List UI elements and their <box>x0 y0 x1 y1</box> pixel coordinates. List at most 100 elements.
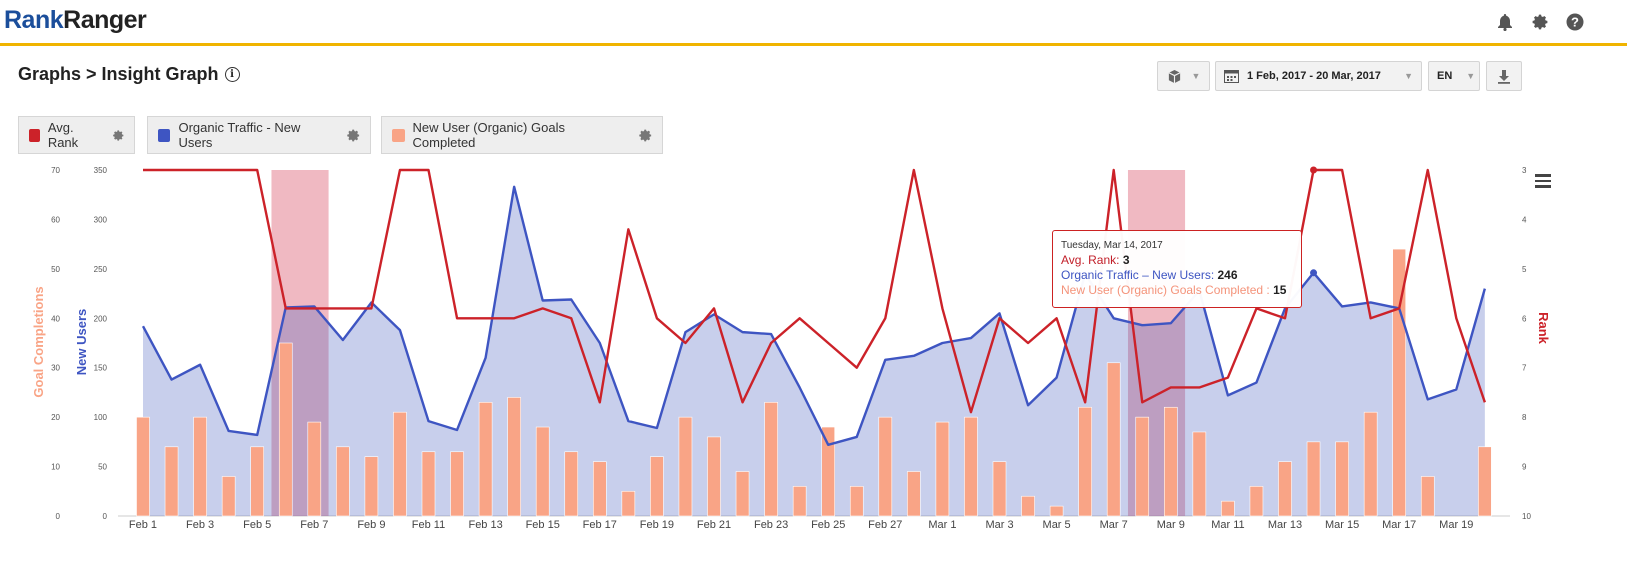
series-line-avg-rank <box>143 168 1486 414</box>
x-tick-label: Feb 25 <box>811 519 845 531</box>
y-tick-rank: 6 <box>1522 314 1527 323</box>
gear-icon[interactable] <box>112 128 124 143</box>
y-tick-users: 50 <box>98 463 107 472</box>
x-tick-label: Mar 1 <box>928 519 956 531</box>
y-tick-rank: 7 <box>1522 364 1527 373</box>
y-tick-users: 100 <box>94 413 108 422</box>
x-tick-label: Mar 11 <box>1211 519 1244 531</box>
logo-rank: Rank <box>4 6 64 34</box>
bar-goals-completed <box>393 411 407 517</box>
y-tick-goals: 70 <box>51 166 60 175</box>
breadcrumb: Graphs > Insight Graph i <box>18 64 240 85</box>
y-axis-title-users: New Users <box>74 309 89 375</box>
bar-goals-completed <box>1221 500 1235 517</box>
x-tick-label: Feb 19 <box>640 519 674 531</box>
y-tick-goals: 10 <box>51 463 60 472</box>
bar-goals-completed <box>1278 461 1292 517</box>
bar-goals-completed <box>764 402 778 517</box>
bar-goals-completed <box>1078 406 1092 517</box>
x-tick-label: Mar 13 <box>1268 519 1302 531</box>
legend-item-avg-rank[interactable]: Avg. Rank <box>18 116 135 154</box>
bar-goals-completed <box>1021 495 1035 517</box>
bar-goals-completed <box>221 476 236 517</box>
bar-goals-completed <box>1335 441 1349 517</box>
bar-goals-completed <box>421 451 436 517</box>
language-selector[interactable]: EN ▼ <box>1428 61 1480 91</box>
y-tick-rank: 4 <box>1522 215 1527 224</box>
y-tick-users: 200 <box>94 314 108 323</box>
legend-item-goals-completed[interactable]: New User (Organic) Goals Completed <box>381 116 663 154</box>
bar-goals-completed <box>792 486 807 517</box>
x-tick-label: Feb 7 <box>300 519 328 531</box>
calendar-icon <box>1224 70 1239 83</box>
chart-menu-icon[interactable] <box>1535 174 1551 188</box>
bar-goals-completed <box>564 451 579 517</box>
y-tick-goals: 30 <box>51 364 60 373</box>
x-tick-label: Mar 7 <box>1100 519 1128 531</box>
logo[interactable]: RankRanger <box>4 6 147 35</box>
tooltip-date: Tuesday, Mar 14, 2017 <box>1061 240 1163 251</box>
bar-goals-completed <box>478 402 493 517</box>
tooltip-rank: Avg. Rank: 3 <box>1061 253 1130 267</box>
gear-icon[interactable] <box>1530 12 1550 32</box>
bar-goals-completed <box>621 490 636 517</box>
y-tick-goals: 0 <box>56 512 61 521</box>
bar-goals-completed <box>364 456 379 517</box>
bar-goals-completed <box>450 451 464 517</box>
bell-icon[interactable] <box>1495 12 1515 32</box>
tooltip-users: Organic Traffic – New Users: 246 <box>1061 268 1238 282</box>
point-avg-rank <box>1310 166 1318 174</box>
bar-goals-completed <box>1363 411 1378 517</box>
bar-goals-completed <box>193 416 207 517</box>
x-tick-label: Feb 27 <box>868 519 902 531</box>
y-tick-goals: 60 <box>51 215 60 224</box>
y-tick-users: 350 <box>94 166 108 175</box>
help-icon[interactable]: ? <box>1565 12 1585 32</box>
y-tick-rank: 9 <box>1522 463 1527 472</box>
bar-goals-completed <box>1478 446 1492 517</box>
y-tick-users: 150 <box>94 364 108 373</box>
y-axis-title-rank: Rank <box>1536 312 1551 345</box>
x-tick-label: Mar 17 <box>1382 519 1416 531</box>
gear-icon[interactable] <box>638 128 652 143</box>
insight-chart[interactable]: 0 10 20 30 40 50 60 70 0 50 100 150 200 250 300 350 3 4 5 6… <box>0 160 1627 572</box>
date-range-picker[interactable]: 1 Feb, 2017 - 20 Mar, 2017 ▼ <box>1215 61 1422 91</box>
gear-icon[interactable] <box>346 128 360 143</box>
legend-swatch <box>158 128 171 142</box>
y-tick-goals: 40 <box>51 314 60 323</box>
tooltip-goals: New User (Organic) Goals Completed : 15 <box>1061 283 1287 297</box>
svg-text:?: ? <box>1571 15 1579 30</box>
download-button[interactable] <box>1486 61 1522 91</box>
point-new-users <box>1310 269 1318 277</box>
page-title: Graphs > Insight Graph <box>18 64 219 84</box>
bar-goals-completed <box>707 436 721 517</box>
x-tick-label: Mar 9 <box>1157 519 1185 531</box>
y-tick-rank: 5 <box>1522 265 1527 274</box>
bar-goals-completed <box>1106 362 1121 517</box>
x-tick-label: Mar 15 <box>1325 519 1359 531</box>
legend-item-new-users[interactable]: Organic Traffic - New Users <box>147 116 371 154</box>
y-tick-rank: 8 <box>1522 413 1527 422</box>
bar-goals-completed <box>1306 441 1321 517</box>
y-tick-users: 300 <box>94 215 108 224</box>
chart-tooltip: Tuesday, Mar 14, 2017 Avg. Rank: 3 Organ… <box>1052 230 1302 308</box>
bar-goals-completed <box>964 416 978 517</box>
x-tick-label: Feb 11 <box>412 519 445 531</box>
info-icon[interactable]: i <box>224 67 240 82</box>
chevron-down-icon: ▼ <box>1466 71 1476 81</box>
bar-goals-completed <box>535 426 550 517</box>
cube-icon <box>1168 69 1180 83</box>
legend-label: New User (Organic) Goals Completed <box>412 120 565 150</box>
legend-label: Avg. Rank <box>47 120 79 150</box>
chevron-down-icon: ▼ <box>1191 71 1201 81</box>
view-selector[interactable]: ▼ <box>1157 61 1210 91</box>
x-tick-label: Mar 3 <box>985 519 1013 531</box>
x-tick-label: Feb 17 <box>583 519 617 531</box>
bar-goals-completed <box>336 446 350 517</box>
y-tick-goals: 20 <box>51 413 60 422</box>
bar-goals-completed <box>307 421 322 517</box>
legend-swatch <box>29 128 40 142</box>
bar-goals-completed <box>1192 431 1207 517</box>
bar-goals-completed <box>136 416 150 517</box>
legend-label: Organic Traffic - New Users <box>178 120 301 150</box>
